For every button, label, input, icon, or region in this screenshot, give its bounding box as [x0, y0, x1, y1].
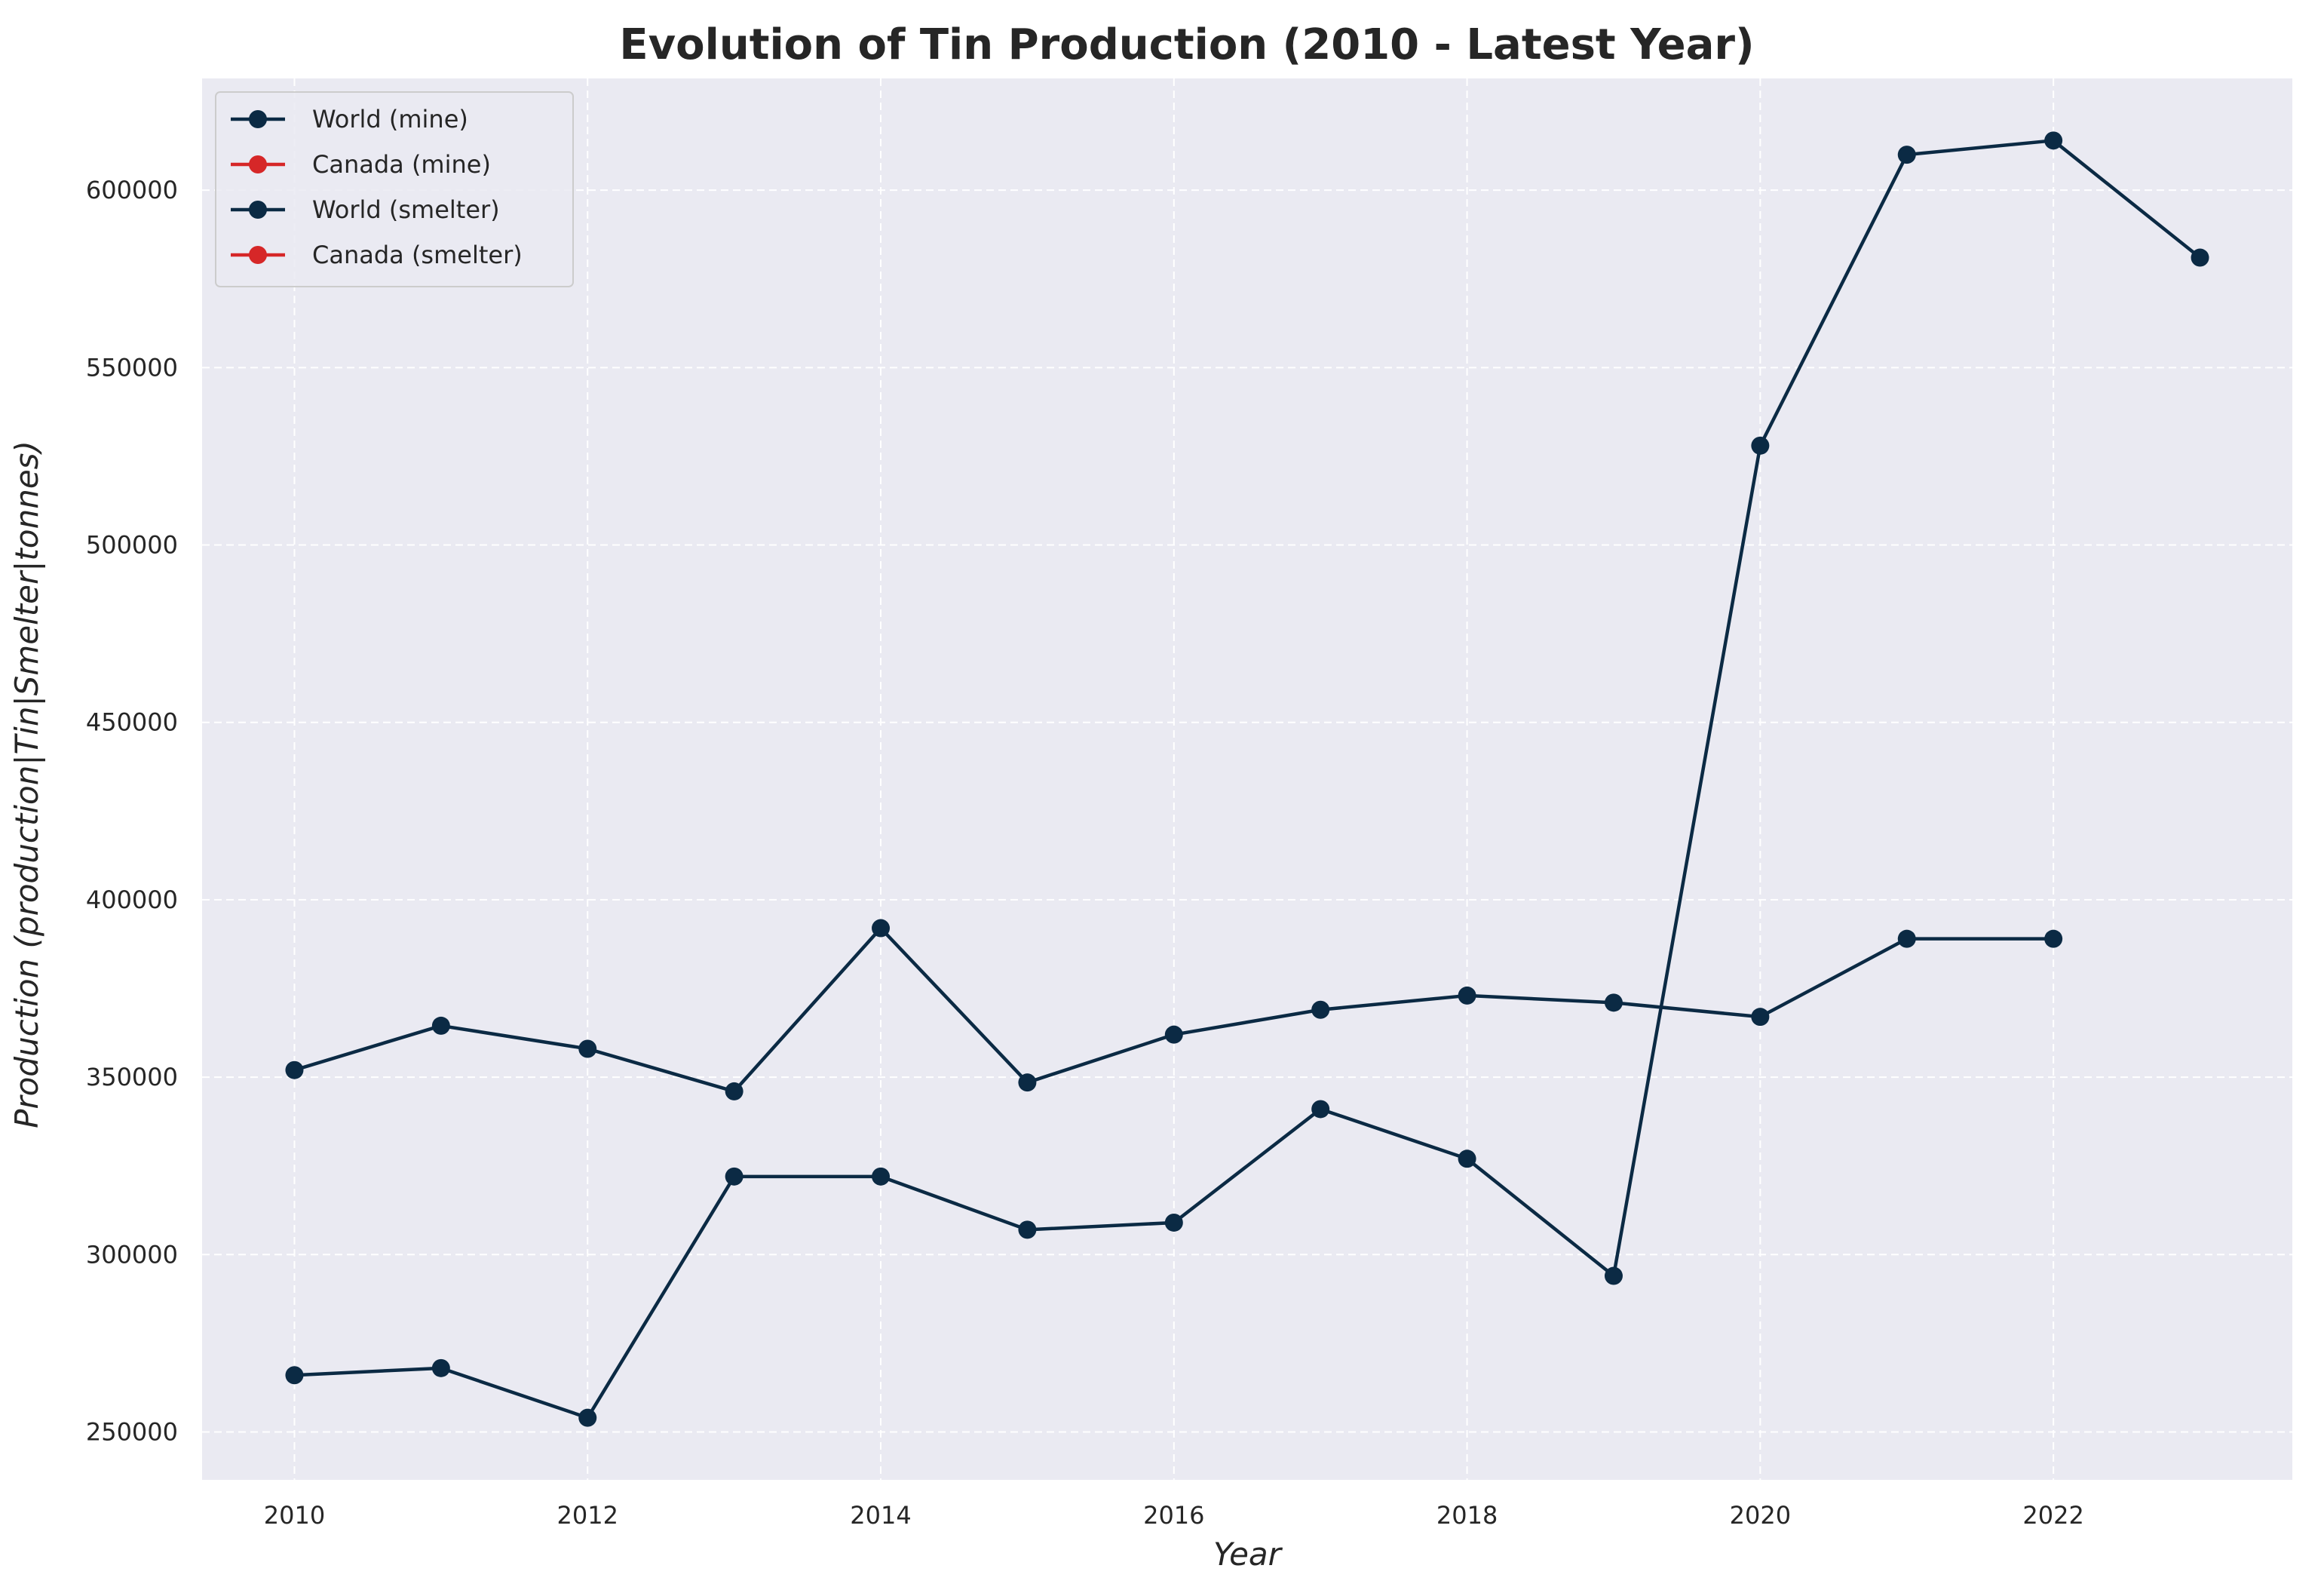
data-point: [1897, 146, 1916, 164]
data-point: [578, 1039, 597, 1058]
y-tick-label: 550000: [86, 353, 178, 382]
data-point: [431, 1358, 450, 1377]
x-tick-label: 2014: [850, 1501, 911, 1530]
chart-title: Evolution of Tin Production (2010 - Late…: [619, 20, 1754, 69]
legend-item: World (smelter): [231, 195, 500, 224]
plot-area: [202, 78, 2292, 1480]
legend-item: World (mine): [231, 105, 468, 134]
data-point: [1458, 1149, 1476, 1168]
legend-swatch-marker: [249, 246, 267, 264]
data-point: [1018, 1220, 1037, 1239]
data-point: [725, 1082, 743, 1100]
y-tick-label: 500000: [86, 531, 178, 560]
series-line: [294, 139, 2201, 1420]
data-point: [1604, 1266, 1623, 1285]
data-point: [1311, 1000, 1330, 1019]
legend-label: World (mine): [312, 105, 468, 134]
legend-label: Canada (mine): [312, 150, 491, 179]
series-2: [285, 919, 2063, 1100]
data-point: [2191, 248, 2209, 267]
data-point: [1164, 1025, 1183, 1044]
data-point: [578, 1408, 597, 1427]
data-point: [872, 919, 891, 938]
y-axis-label: Production (production|Tin|Smelter|tonne…: [8, 440, 45, 1128]
y-tick-label: 350000: [86, 1063, 178, 1091]
data-point: [1604, 993, 1623, 1012]
data-point: [1018, 1073, 1037, 1092]
legend-swatch-marker: [249, 110, 267, 128]
data-point: [285, 1366, 304, 1385]
y-tick-label: 250000: [86, 1417, 178, 1446]
data-point: [1751, 436, 1770, 455]
ticks: 2010 2012 2014 2016 2018 2020 2022 250000 300000…: [86, 176, 2084, 1530]
series-layer: [285, 131, 2209, 1427]
data-point: [285, 1060, 304, 1079]
x-tick-label: 2022: [2022, 1501, 2083, 1530]
data-point: [1458, 986, 1476, 1005]
x-tick-label: 2010: [264, 1501, 325, 1530]
data-point: [1897, 929, 1916, 948]
x-axis-label: Year: [1213, 1536, 1283, 1573]
legend-item: Canada (smelter): [231, 241, 523, 269]
x-tick-label: 2012: [557, 1501, 618, 1530]
data-point: [1311, 1100, 1330, 1119]
x-tick-label: 2020: [1730, 1501, 1791, 1530]
grid: [202, 78, 2292, 1480]
y-tick-label: 300000: [86, 1240, 178, 1269]
data-point: [725, 1167, 743, 1186]
legend-item: Canada (mine): [231, 150, 491, 179]
x-tick-label: 2018: [1436, 1501, 1498, 1530]
data-point: [2044, 929, 2063, 948]
legend: World (mine) Canada (mine) World (smelter)…: [215, 91, 574, 287]
legend-label: World (smelter): [312, 195, 500, 224]
y-tick-label: 400000: [86, 886, 178, 914]
data-point: [1164, 1213, 1183, 1232]
x-tick-label: 2016: [1143, 1501, 1204, 1530]
data-point: [431, 1016, 450, 1035]
legend-box: [215, 91, 574, 287]
data-point: [1751, 1008, 1770, 1027]
y-tick-label: 600000: [86, 176, 178, 204]
y-tick-label: 450000: [86, 708, 178, 737]
legend-label: Canada (smelter): [312, 241, 523, 269]
data-point: [872, 1167, 891, 1186]
legend-swatch-marker: [249, 201, 267, 219]
legend-swatch-marker: [249, 155, 267, 173]
series-0: [285, 131, 2209, 1427]
data-point: [2044, 131, 2063, 150]
